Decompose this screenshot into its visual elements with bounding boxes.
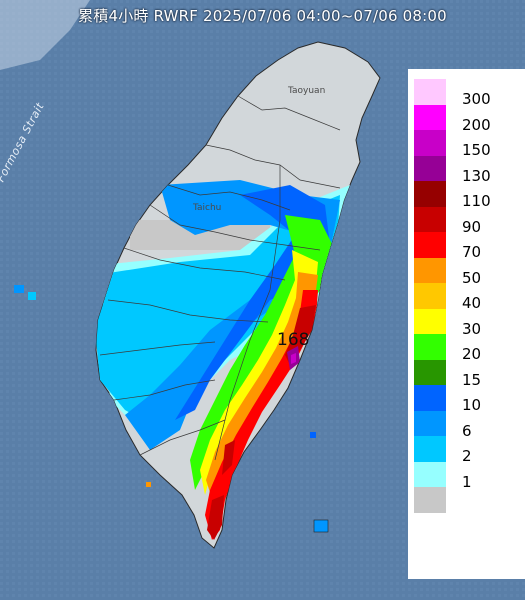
legend-row: 30 (414, 308, 524, 338)
legend-swatch (414, 410, 446, 436)
legend-swatch (414, 334, 446, 360)
legend-label: 50 (462, 268, 482, 287)
legend-label: 130 (462, 166, 491, 185)
orchid-island (313, 519, 329, 533)
legend-row: 15 (414, 359, 524, 389)
legend-row: 200 (414, 104, 524, 134)
legend-label: 40 (462, 294, 482, 312)
green-island (310, 432, 316, 438)
legend-label: 15 (462, 370, 482, 389)
legend-label: 300 (462, 90, 491, 108)
legend-swatch (414, 104, 446, 130)
legend-row: 1 (414, 461, 524, 491)
penghu-rain (14, 285, 24, 293)
legend-row: 70 (414, 232, 524, 261)
legend-row: 130 (414, 155, 524, 185)
legend-row: 2 (414, 436, 524, 465)
cloud-texture (0, 0, 90, 70)
legend-row: 300 (414, 79, 524, 108)
legend-swatch (414, 283, 446, 309)
legend-swatch (414, 130, 446, 156)
legend-label: 20 (462, 345, 482, 363)
legend-row: 90 (414, 206, 524, 236)
legend-row: 20 (414, 334, 524, 363)
legend-label: 110 (462, 192, 491, 210)
legend-swatch (414, 359, 446, 385)
legend-swatch (414, 487, 446, 513)
legend-row: 10 (414, 385, 524, 414)
liuqiu-island (146, 482, 151, 487)
place-taichung: Taichu (193, 203, 222, 213)
legend-swatch (414, 461, 446, 487)
legend-label: 70 (462, 243, 482, 261)
legend-swatch (414, 308, 446, 334)
penghu-rain-2 (28, 292, 36, 300)
place-taoyuan: Taoyuan (288, 86, 326, 96)
legend-swatch (414, 436, 446, 462)
legend-label: 90 (462, 217, 482, 236)
legend-row: 6 (414, 410, 524, 440)
legend-swatch (414, 385, 446, 411)
legend-label: 6 (462, 421, 472, 440)
legend-row: 110 (414, 181, 524, 210)
legend-row: 50 (414, 257, 524, 287)
legend-label: 10 (462, 396, 482, 414)
legend-label: 150 (462, 141, 491, 159)
legend-swatch (414, 79, 446, 105)
legend: 300 200 150 130 110 90 70 50 40 30 20 15 10 6 2 1 (414, 79, 524, 513)
legend-label: 30 (462, 319, 482, 338)
legend-label: 2 (462, 447, 472, 465)
map-title: 累積4小時 RWRF 2025/07/06 04:00~07/06 08:00 (78, 7, 447, 25)
legend-swatch (414, 181, 446, 207)
legend-swatch (414, 232, 446, 258)
legend-swatch (414, 155, 446, 181)
legend-label: 1 (462, 472, 472, 491)
legend-swatch (414, 206, 446, 232)
county-borders (99, 95, 341, 461)
max-value-label: 168 (277, 330, 310, 350)
legend-row: 40 (414, 283, 524, 312)
legend-row: 150 (414, 130, 524, 159)
legend-row (414, 487, 524, 513)
rainfall-field (96, 180, 350, 540)
legend-swatch (414, 257, 446, 283)
legend-label: 200 (462, 115, 491, 134)
